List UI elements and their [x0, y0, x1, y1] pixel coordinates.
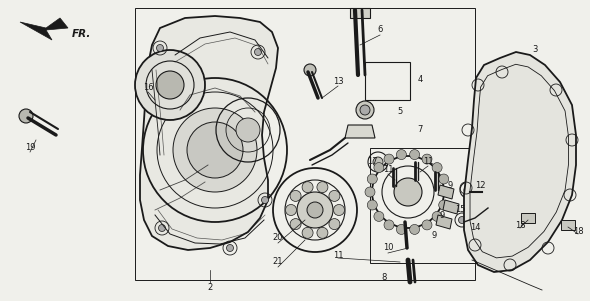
Text: 13: 13 — [333, 77, 343, 86]
Circle shape — [374, 163, 384, 172]
Circle shape — [156, 45, 163, 51]
Circle shape — [333, 204, 345, 216]
Text: 10: 10 — [383, 244, 394, 253]
Bar — [561, 220, 575, 230]
Circle shape — [302, 182, 313, 193]
Polygon shape — [443, 200, 459, 214]
Circle shape — [254, 48, 261, 55]
Bar — [135, 8, 475, 280]
Circle shape — [286, 204, 297, 216]
Circle shape — [464, 186, 472, 194]
Circle shape — [368, 174, 377, 184]
Circle shape — [374, 211, 384, 222]
Circle shape — [227, 244, 234, 252]
Circle shape — [432, 211, 442, 222]
Circle shape — [236, 118, 260, 142]
Text: 11: 11 — [333, 250, 343, 259]
Text: 11: 11 — [423, 157, 433, 166]
Circle shape — [384, 154, 394, 164]
Bar — [365, 62, 410, 100]
Polygon shape — [436, 215, 452, 229]
Bar — [370, 148, 490, 263]
Circle shape — [409, 225, 419, 234]
Circle shape — [441, 187, 451, 197]
Circle shape — [19, 109, 33, 123]
Circle shape — [409, 150, 419, 160]
Circle shape — [458, 216, 466, 224]
Text: 17: 17 — [367, 157, 378, 166]
Text: 9: 9 — [447, 181, 453, 190]
Circle shape — [329, 191, 340, 201]
Circle shape — [290, 191, 301, 201]
Circle shape — [173, 108, 257, 192]
Text: 19: 19 — [25, 144, 35, 153]
Circle shape — [422, 220, 432, 230]
Polygon shape — [350, 8, 370, 18]
Circle shape — [432, 163, 442, 172]
Text: 3: 3 — [532, 45, 537, 54]
Circle shape — [317, 182, 328, 193]
Bar — [521, 213, 535, 223]
Text: 8: 8 — [381, 274, 386, 283]
Circle shape — [159, 225, 166, 231]
Text: 15: 15 — [455, 206, 466, 215]
Circle shape — [394, 178, 422, 206]
Text: 11: 11 — [383, 166, 394, 175]
Polygon shape — [464, 52, 576, 272]
Text: 5: 5 — [398, 107, 402, 116]
Circle shape — [384, 220, 394, 230]
Text: 2: 2 — [207, 284, 212, 293]
Polygon shape — [345, 125, 375, 138]
Circle shape — [156, 71, 184, 99]
Circle shape — [261, 197, 268, 203]
Polygon shape — [438, 185, 454, 199]
Circle shape — [304, 64, 316, 76]
Circle shape — [290, 219, 301, 230]
Circle shape — [396, 225, 407, 234]
Text: 18: 18 — [514, 222, 525, 231]
Circle shape — [329, 219, 340, 230]
Text: 7: 7 — [417, 126, 422, 135]
Circle shape — [396, 150, 407, 160]
Circle shape — [187, 122, 243, 178]
Polygon shape — [140, 16, 278, 250]
Circle shape — [356, 101, 374, 119]
Circle shape — [365, 187, 375, 197]
Text: 4: 4 — [417, 76, 422, 85]
Text: 9: 9 — [431, 231, 437, 240]
Circle shape — [317, 227, 328, 238]
Circle shape — [135, 50, 205, 120]
Text: 16: 16 — [143, 83, 153, 92]
Circle shape — [373, 157, 383, 167]
Circle shape — [360, 105, 370, 115]
Polygon shape — [20, 18, 68, 40]
Text: 14: 14 — [470, 224, 480, 232]
Text: 12: 12 — [475, 181, 485, 190]
Text: 9: 9 — [440, 210, 445, 219]
Text: 18: 18 — [573, 228, 584, 237]
Text: 21: 21 — [273, 257, 283, 266]
Circle shape — [368, 200, 377, 210]
Circle shape — [439, 200, 449, 210]
Circle shape — [439, 174, 449, 184]
Text: 6: 6 — [378, 26, 383, 35]
Circle shape — [307, 202, 323, 218]
Circle shape — [302, 227, 313, 238]
Text: 20: 20 — [273, 234, 283, 243]
Text: FR.: FR. — [72, 29, 91, 39]
Circle shape — [422, 154, 432, 164]
Circle shape — [297, 192, 333, 228]
